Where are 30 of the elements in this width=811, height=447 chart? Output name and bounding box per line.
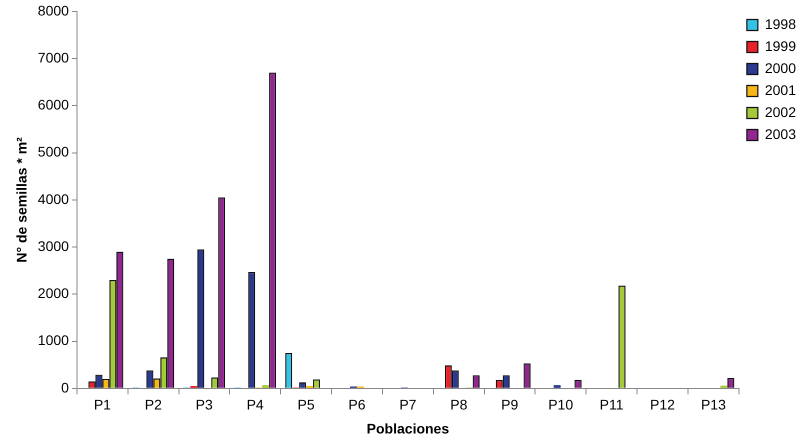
x-tick-label: P12 xyxy=(650,396,676,413)
legend-label: 2001 xyxy=(764,82,796,98)
x-tick-label: P9 xyxy=(501,396,519,413)
y-tick-label: 4000 xyxy=(38,190,70,207)
legend-label: 2003 xyxy=(764,126,796,142)
y-tick-label: 5000 xyxy=(38,144,70,160)
y-tick-label: 8000 xyxy=(38,2,70,18)
x-tick-label: P7 xyxy=(399,396,417,413)
y-tick-label: 0 xyxy=(61,379,70,396)
y-axis-title: N° de semillas * m² xyxy=(13,136,30,263)
x-axis-title: Poblaciones xyxy=(366,420,450,436)
x-tick-label: P11 xyxy=(600,396,624,413)
x-tick-label: P6 xyxy=(348,396,366,413)
x-tick-label: P5 xyxy=(298,396,315,413)
legend-label: 1999 xyxy=(764,38,796,54)
legend-label: 2002 xyxy=(764,104,796,120)
x-tick-label: P2 xyxy=(144,396,162,413)
legend-label: 2000 xyxy=(764,60,796,76)
x-tick-label: P10 xyxy=(548,396,574,413)
x-tick-label: P13 xyxy=(700,396,726,413)
x-tick-label: P3 xyxy=(196,396,214,413)
x-tick-label: P1 xyxy=(94,396,112,413)
x-tick-label: P8 xyxy=(450,396,468,413)
y-tick-label: 6000 xyxy=(38,96,70,113)
y-tick-label: 2000 xyxy=(38,285,70,302)
x-tick-label: P4 xyxy=(246,396,264,413)
y-tick-label: 3000 xyxy=(38,238,70,254)
y-tick-label: 7000 xyxy=(38,49,70,66)
legend-label: 1998 xyxy=(764,16,796,32)
y-tick-label: 1000 xyxy=(38,332,70,348)
